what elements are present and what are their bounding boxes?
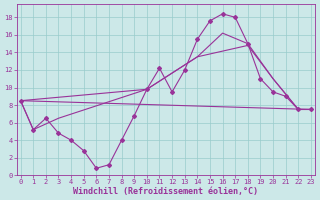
X-axis label: Windchill (Refroidissement éolien,°C): Windchill (Refroidissement éolien,°C) — [73, 187, 258, 196]
